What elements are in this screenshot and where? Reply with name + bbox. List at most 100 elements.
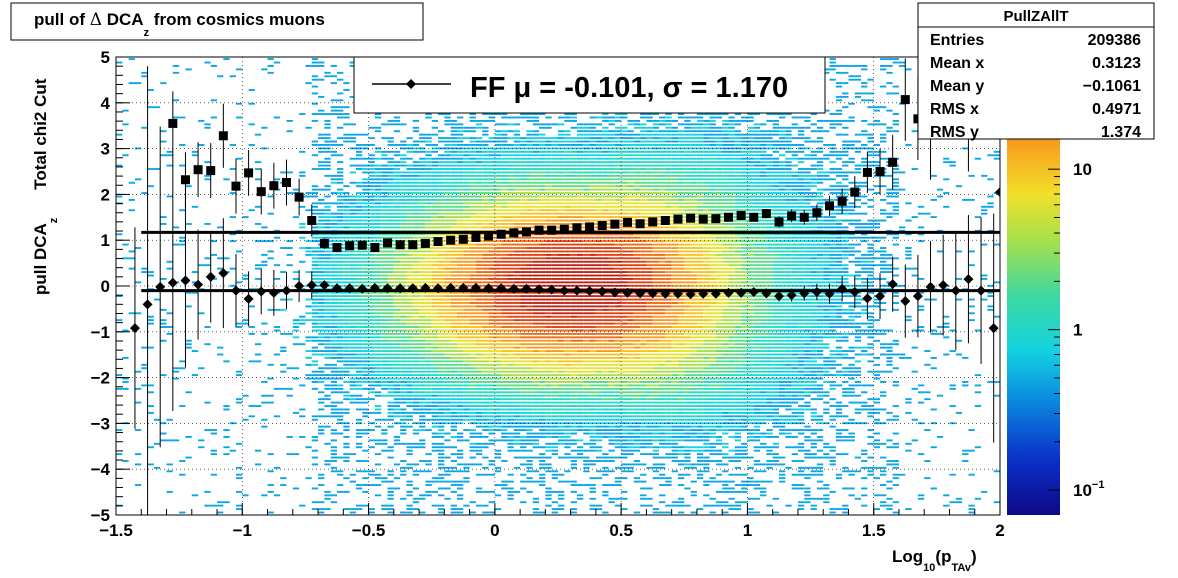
heatmap-cell bbox=[191, 150, 199, 153]
heatmap-cell bbox=[425, 346, 432, 349]
heatmap-cell bbox=[595, 205, 603, 208]
heatmap-cell bbox=[400, 442, 407, 445]
heatmap-cell bbox=[425, 463, 432, 466]
heatmap-cell bbox=[463, 247, 470, 249]
heatmap-cell bbox=[412, 171, 420, 174]
heatmap-cell bbox=[482, 346, 489, 349]
heatmap-cell bbox=[355, 408, 363, 411]
heatmap-cell bbox=[551, 332, 558, 335]
heatmap-cell bbox=[324, 291, 331, 294]
heatmap-cell bbox=[412, 130, 420, 133]
heatmap-cell bbox=[589, 305, 596, 308]
heatmap-cell bbox=[450, 322, 457, 325]
heatmap-cell bbox=[494, 326, 502, 328]
heatmap-cell bbox=[469, 205, 476, 208]
heatmap-cell bbox=[299, 322, 306, 325]
heatmap-cell bbox=[387, 295, 394, 298]
heatmap-cell bbox=[431, 370, 439, 373]
heatmap-cell bbox=[400, 140, 407, 143]
heatmap-cell bbox=[501, 418, 508, 421]
heatmap-cell bbox=[558, 315, 565, 318]
heatmap-cell bbox=[494, 178, 502, 181]
heatmap-cell bbox=[425, 308, 432, 311]
heatmap-cell bbox=[482, 291, 489, 294]
heatmap-cell bbox=[185, 456, 192, 459]
heatmap-cell bbox=[374, 271, 382, 273]
heatmap-cell bbox=[482, 147, 489, 150]
heatmap-cell bbox=[311, 374, 319, 377]
heatmap-cell bbox=[444, 439, 451, 442]
heatmap-cell bbox=[444, 473, 451, 476]
heatmap-cell bbox=[501, 408, 508, 411]
heatmap-cell bbox=[311, 58, 319, 61]
heatmap-cell bbox=[564, 408, 571, 411]
heatmap-cell bbox=[374, 192, 382, 194]
heatmap-cell bbox=[412, 257, 420, 260]
heatmap-cell bbox=[305, 298, 312, 301]
heatmap-cell bbox=[532, 257, 540, 260]
heatmap-cell bbox=[469, 271, 476, 273]
heatmap-cell bbox=[337, 319, 344, 322]
heatmap-cell bbox=[412, 473, 420, 476]
heatmap-cell bbox=[330, 240, 337, 243]
heatmap-cell bbox=[191, 271, 199, 273]
heatmap-cell bbox=[450, 377, 457, 380]
heatmap-cell bbox=[406, 367, 413, 370]
heatmap-cell bbox=[400, 154, 407, 157]
heatmap-cell bbox=[355, 209, 363, 212]
heatmap-cell bbox=[141, 192, 148, 194]
heatmap-cell bbox=[235, 322, 243, 325]
heatmap-cell bbox=[381, 181, 388, 184]
heatmap-cell bbox=[393, 360, 401, 363]
heatmap-cell bbox=[425, 233, 432, 236]
heatmap-cell bbox=[456, 171, 464, 174]
heatmap-cell bbox=[337, 346, 344, 349]
heatmap-cell bbox=[337, 154, 344, 157]
heatmap-cell bbox=[551, 178, 558, 181]
heatmap-cell bbox=[526, 329, 533, 332]
heatmap-cell bbox=[450, 508, 457, 511]
heatmap-cell bbox=[393, 271, 401, 273]
heatmap-cell bbox=[532, 305, 540, 308]
heatmap-cell bbox=[147, 271, 154, 273]
heatmap-cell bbox=[545, 247, 552, 249]
heatmap-cell bbox=[469, 415, 476, 418]
heatmap-cell bbox=[286, 253, 293, 256]
heatmap-cell bbox=[381, 439, 388, 442]
heatmap-cell bbox=[235, 473, 243, 476]
heatmap-cell bbox=[526, 188, 533, 191]
heatmap-cell bbox=[400, 470, 407, 473]
heatmap-cell bbox=[570, 277, 577, 280]
heatmap-cell bbox=[412, 339, 420, 342]
heatmap-cell bbox=[589, 353, 596, 356]
heatmap-cell bbox=[368, 439, 375, 442]
heatmap-cell bbox=[374, 178, 382, 181]
heatmap-cell bbox=[362, 188, 369, 191]
heatmap-cell bbox=[362, 411, 369, 414]
heatmap-cell bbox=[406, 322, 413, 325]
heatmap-cell bbox=[406, 144, 413, 146]
heatmap-cell bbox=[475, 123, 483, 126]
heatmap-cell bbox=[583, 161, 590, 164]
heatmap-cell bbox=[431, 281, 439, 284]
heatmap-cell bbox=[507, 223, 514, 225]
heatmap-cell bbox=[324, 219, 331, 222]
heatmap-cell bbox=[520, 456, 527, 459]
heatmap-cell bbox=[387, 446, 394, 449]
heatmap-cell bbox=[343, 295, 350, 298]
heatmap-cell bbox=[469, 195, 476, 198]
heatmap-cell bbox=[595, 432, 603, 435]
heatmap-cell bbox=[482, 295, 489, 298]
heatmap-cell bbox=[166, 164, 173, 167]
heatmap-cell bbox=[545, 274, 552, 277]
heatmap-cell bbox=[576, 295, 584, 298]
heatmap-cell bbox=[337, 281, 344, 284]
heatmap-cell bbox=[381, 508, 388, 511]
heatmap-cell bbox=[564, 267, 571, 270]
heatmap-cell bbox=[160, 277, 167, 280]
heatmap-cell bbox=[482, 374, 489, 377]
heatmap-cell bbox=[387, 157, 394, 160]
heatmap-cell bbox=[526, 277, 533, 280]
heatmap-cell bbox=[576, 315, 584, 318]
heatmap-cell bbox=[318, 223, 325, 225]
